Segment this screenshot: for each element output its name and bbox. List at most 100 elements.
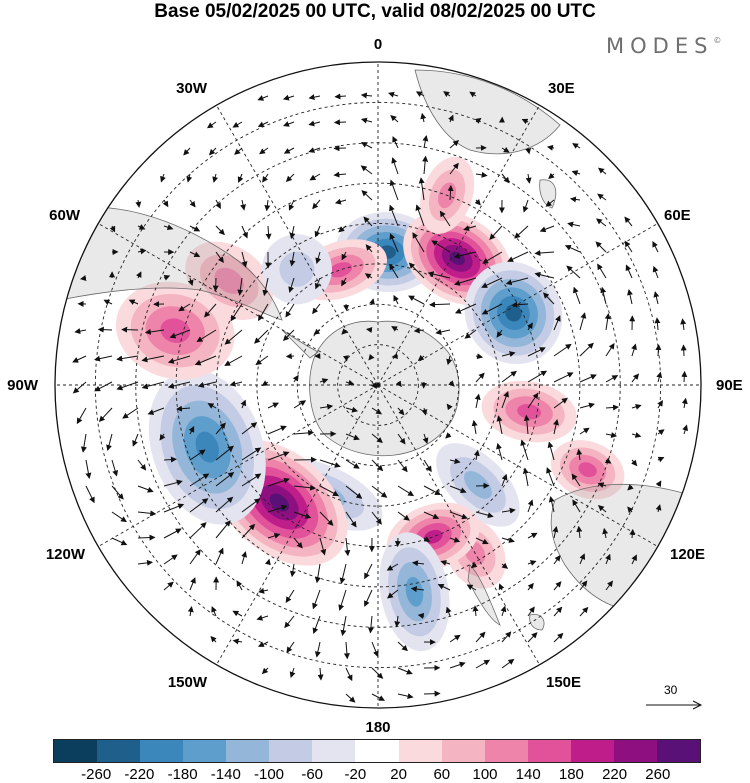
wind-vector — [387, 589, 399, 599]
wind-vector — [496, 415, 503, 435]
wind-vector — [264, 199, 271, 212]
wind-vector — [368, 353, 375, 361]
colorbar — [53, 739, 701, 763]
wind-vector — [625, 264, 633, 279]
colorbar-tick-label: 100 — [472, 766, 498, 783]
wind-vector — [527, 582, 534, 591]
wind-vector — [259, 147, 269, 155]
wind-vector — [552, 526, 559, 539]
wind-vector — [597, 482, 607, 488]
wind-vector — [72, 355, 87, 363]
wind-vector — [474, 117, 482, 124]
wind-vector — [501, 658, 515, 669]
wind-vector — [579, 374, 597, 383]
wind-vector — [255, 355, 269, 366]
wind-vector — [527, 532, 538, 539]
wind-vector — [481, 277, 503, 288]
wind-vector — [361, 190, 373, 201]
wind-vector — [472, 605, 479, 617]
wind-vector — [314, 225, 321, 238]
wind-vector — [413, 327, 425, 334]
wind-vector — [261, 667, 269, 675]
wind-vector — [207, 403, 217, 409]
wind-vector — [215, 471, 235, 487]
wind-vector — [420, 112, 427, 123]
wind-vector — [505, 277, 529, 286]
wind-vector — [267, 451, 290, 461]
wind-vector — [548, 496, 555, 513]
wind-vector — [500, 605, 507, 617]
wind-vector — [507, 251, 529, 262]
wind-vector — [141, 355, 165, 363]
anomaly-contour — [279, 251, 315, 287]
wind-vector — [215, 199, 221, 209]
wind-vector — [501, 562, 509, 569]
wind-vector — [527, 560, 537, 566]
wind-vector — [415, 204, 425, 227]
reference-vector-arrow — [646, 700, 703, 710]
wind-vector — [293, 511, 312, 519]
wind-vector — [264, 558, 271, 566]
wind-vector — [418, 177, 425, 201]
colorbar-tick-label: 220 — [602, 766, 628, 783]
wind-vector — [206, 121, 217, 129]
wind-vector — [338, 225, 347, 233]
wind-vector — [439, 210, 451, 227]
wind-vector — [94, 355, 113, 362]
wind-vector — [188, 426, 195, 435]
wind-vector — [312, 615, 321, 635]
wind-vector — [111, 511, 127, 523]
wind-vector — [189, 498, 209, 513]
wind-vector — [527, 322, 533, 331]
wind-vector — [183, 147, 191, 156]
wind-vector — [288, 277, 295, 293]
wind-vector — [319, 537, 327, 556]
wind-vector — [137, 224, 146, 230]
wind-vector — [422, 433, 429, 444]
wind-vector — [293, 484, 317, 491]
wind-vector — [629, 528, 636, 539]
wind-vector — [314, 641, 321, 658]
wind-vector — [652, 241, 659, 253]
wind-vector — [232, 610, 243, 617]
wind-vector — [445, 432, 452, 439]
wind-vector — [475, 659, 491, 669]
wind-vector — [241, 251, 248, 268]
colorbar-tick-label: -180 — [167, 766, 198, 783]
colorbar-swatch — [97, 740, 141, 762]
wind-vector — [97, 326, 113, 333]
wind-vector — [312, 199, 321, 210]
latitude-circle — [216, 223, 540, 547]
wind-vector — [600, 286, 607, 305]
wind-vector — [169, 329, 191, 339]
wind-vector — [367, 615, 374, 634]
wind-vector — [360, 142, 373, 149]
wind-vector — [240, 199, 246, 211]
wind-vector — [369, 298, 375, 305]
lon-label-120w: 120W — [45, 546, 85, 563]
wind-vector — [241, 225, 248, 239]
wind-vector — [128, 299, 139, 305]
colorbar-swatch — [140, 740, 184, 762]
wind-vector — [144, 328, 165, 335]
anomaly-contour — [328, 262, 353, 278]
wind-vector — [423, 511, 440, 520]
colorbar-tick-label: -140 — [210, 766, 241, 783]
wind-vector — [256, 614, 269, 621]
wind-vector — [453, 277, 477, 286]
lon-label-0: 0 — [373, 36, 383, 53]
wind-vector — [333, 119, 347, 126]
wind-vector — [605, 553, 611, 565]
wind-vector — [308, 120, 321, 127]
colorbar-swatch — [183, 740, 227, 762]
wind-vector — [423, 459, 432, 473]
wind-vector — [288, 199, 295, 211]
wind-vector — [657, 456, 665, 463]
south-america — [59, 206, 283, 321]
tasmania — [529, 613, 545, 631]
wind-vector — [389, 179, 399, 201]
wind-vector — [546, 467, 555, 487]
wind-vector — [257, 121, 269, 128]
wind-vector — [449, 458, 461, 465]
wind-vector — [261, 380, 269, 387]
